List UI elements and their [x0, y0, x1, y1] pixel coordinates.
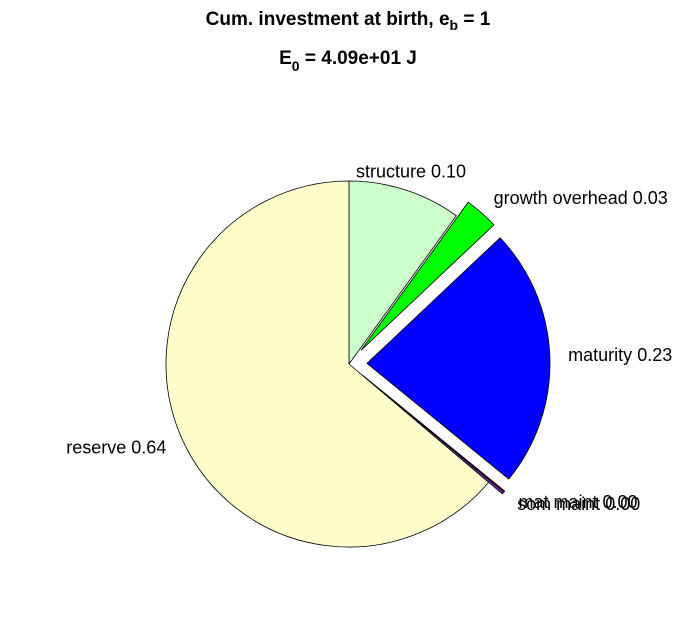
subtitle-subscript: 0: [292, 58, 300, 74]
slice-label: mat maint 0.00: [518, 492, 637, 512]
slice-value: 0.64: [131, 437, 166, 457]
pie-slice: [366, 237, 551, 480]
slice-value: 0.03: [633, 188, 668, 208]
subtitle-text: E: [279, 48, 292, 69]
title-subscript: b: [450, 17, 459, 33]
slice-value: 0.00: [605, 494, 640, 514]
slice-name: structure: [356, 161, 426, 181]
subtitle-suffix: = 4.09e+01 J: [300, 48, 417, 69]
slice-label: maturity 0.23: [568, 345, 672, 365]
slice-value: 0.10: [431, 161, 466, 181]
slice-label: structure 0.10: [356, 161, 466, 181]
slice-value: 0.00: [603, 492, 638, 512]
title-text: Cum. investment at birth, e: [206, 9, 450, 30]
slice-value: 0.23: [637, 345, 672, 365]
slice-name: som maint: [517, 494, 600, 514]
slice-label: som maint 0.00: [517, 494, 640, 514]
chart-title: Cum. investment at birth, eb = 1: [206, 9, 491, 33]
pie-slice: [360, 201, 495, 351]
slice-label: reserve 0.64: [66, 437, 166, 457]
pie-slice: [348, 180, 457, 366]
slice-name: mat maint: [518, 492, 597, 512]
slice-name: reserve: [66, 437, 126, 457]
slice-name: maturity: [568, 345, 632, 365]
pie-slice: [165, 180, 490, 548]
slice-name: growth overhead: [494, 188, 628, 208]
slice-label: growth overhead 0.03: [494, 188, 668, 208]
title-suffix: = 1: [458, 9, 491, 30]
chart-subtitle: E0 = 4.09e+01 J: [279, 48, 417, 74]
